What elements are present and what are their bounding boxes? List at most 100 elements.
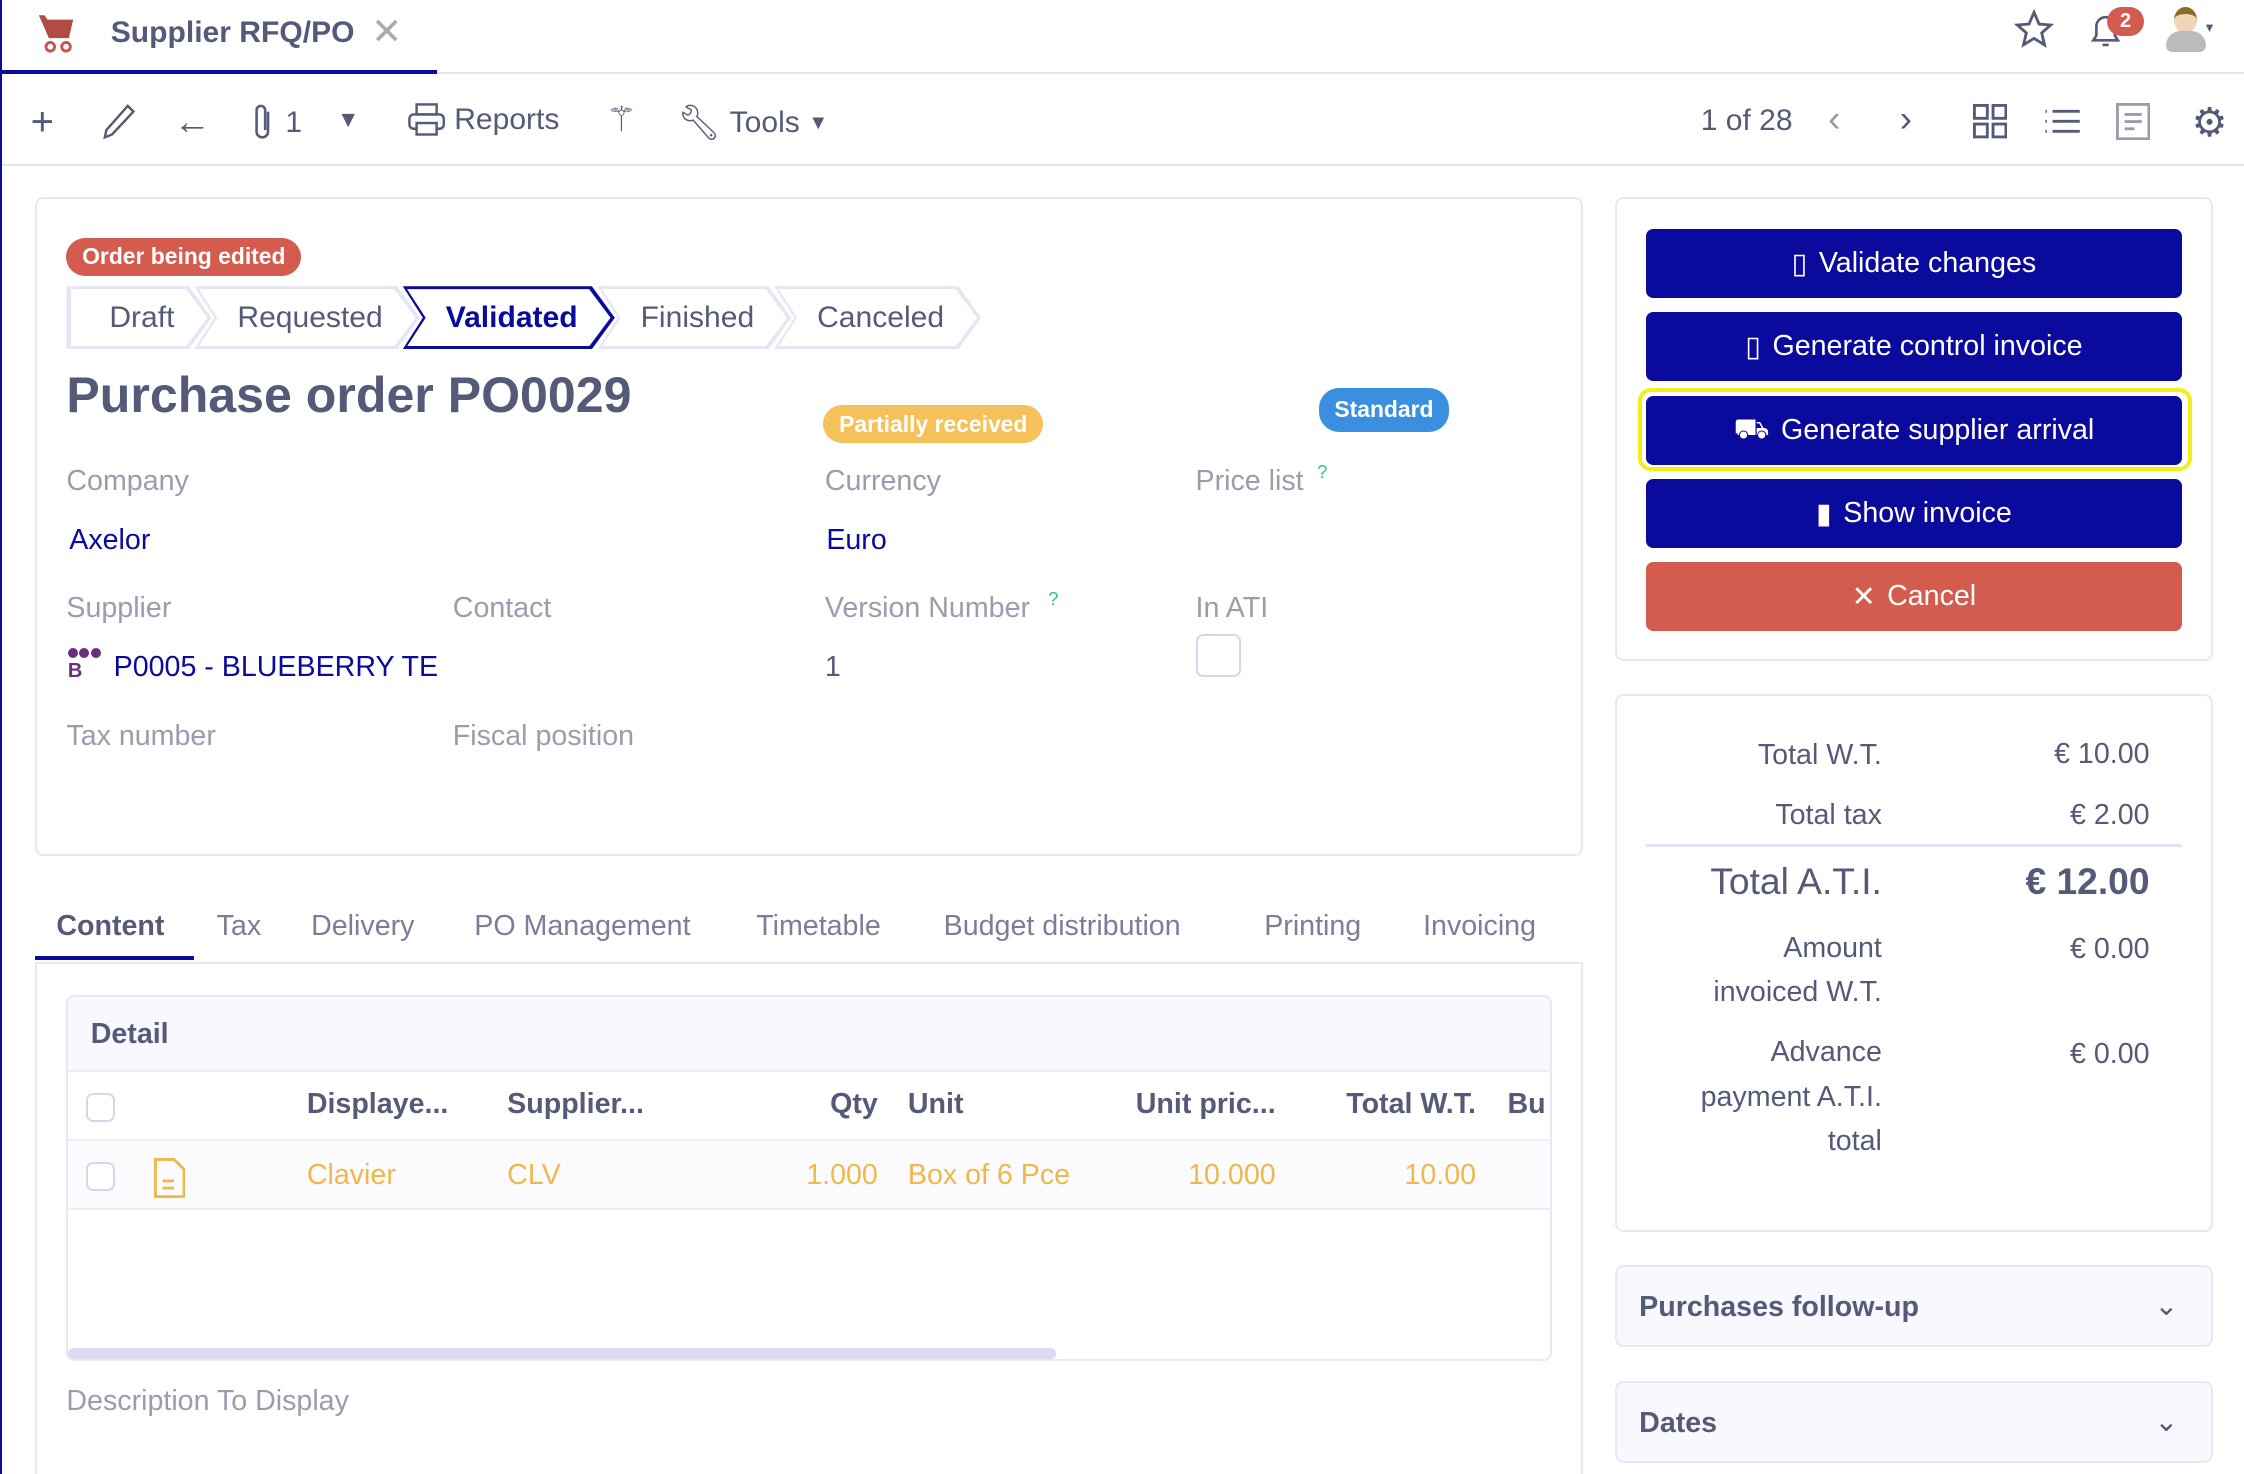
order-type-badge: Standard <box>1318 387 1450 432</box>
column-header-total-wt[interactable]: Total W.T. <box>1346 1087 1477 1120</box>
tools-button[interactable]: 🔧︎ Tools ▼ <box>677 103 828 143</box>
tab-title[interactable]: Supplier RFQ/PO <box>110 15 355 49</box>
cart-icon <box>36 11 76 62</box>
total-wt-value: € 10.00 <box>2054 738 2150 771</box>
active-tab-indicator <box>2 70 438 75</box>
supplier-logo: B <box>67 648 105 682</box>
tab-content[interactable]: Content <box>56 910 165 943</box>
total-ati-label: Total A.T.I. <box>1710 859 1882 902</box>
validate-changes-button[interactable]: ▯ Validate changes <box>1646 228 2182 298</box>
purchases-follow-up-title: Purchases follow-up <box>1639 1290 1919 1323</box>
printer-icon <box>408 103 446 136</box>
dates-panel[interactable] <box>1614 1381 2214 1463</box>
close-tab-icon[interactable]: ✕ <box>371 9 403 52</box>
tab-po-management[interactable]: PO Management <box>474 910 691 943</box>
cell-unit[interactable]: Box of 6 Pce <box>907 1159 1071 1192</box>
edit-status-badge: Order being edited <box>66 237 302 276</box>
next-icon[interactable]: › <box>1899 97 1913 140</box>
generate-supplier-arrival-button[interactable]: ⛟ Generate supplier arrival <box>1646 396 2182 466</box>
tab-budget-distribution[interactable]: Budget distribution <box>943 910 1181 943</box>
settings-icon[interactable]: ⚙ <box>2191 101 2228 146</box>
bookmark-check-icon: ▯ <box>1791 247 1808 280</box>
tab-bar <box>2 0 2244 75</box>
cell-code[interactable]: CLV <box>507 1159 561 1192</box>
amount-invoiced-label: Amount invoiced W.T. <box>1713 931 1882 1009</box>
step-draft[interactable]: Draft <box>66 286 211 349</box>
advance-payment-value: € 0.00 <box>2069 1037 2150 1070</box>
back-icon[interactable]: ← <box>173 100 211 143</box>
currency-label: Currency <box>824 465 941 498</box>
attachment-count: 1 <box>285 106 303 140</box>
generate-control-invoice-button[interactable]: ▯ Generate control invoice <box>1646 311 2182 381</box>
supplier-link[interactable]: P0005 - BLUEBERRY TE <box>113 651 438 684</box>
version-number-label: Version Number <box>824 592 1031 625</box>
column-header-unit-price[interactable]: Unit pric... <box>1135 1087 1276 1120</box>
fiscal-position-label: Fiscal position <box>452 719 635 752</box>
tab-invoicing[interactable]: Invoicing <box>1423 910 1536 943</box>
column-header-displayed[interactable]: Displaye... <box>306 1087 449 1120</box>
select-all-checkbox[interactable] <box>86 1093 116 1122</box>
cell-name[interactable]: Clavier <box>306 1159 396 1192</box>
row-checkbox[interactable] <box>86 1162 116 1191</box>
amount-invoiced-value: € 0.00 <box>2069 933 2150 966</box>
reports-label: Reports <box>454 103 560 137</box>
attachment-button[interactable]: 1 <box>248 103 302 143</box>
previous-icon[interactable]: ‹ <box>1828 97 1841 140</box>
truck-icon: ⛟ <box>1733 412 1770 445</box>
contact-label: Contact <box>452 592 552 625</box>
column-header-supplier[interactable]: Supplier... <box>507 1087 644 1120</box>
totals-card <box>1614 694 2214 1233</box>
dates-title: Dates <box>1639 1406 1718 1439</box>
column-header-budget[interactable]: Bu <box>1507 1087 1546 1120</box>
tools-label: Tools <box>729 106 800 140</box>
receipt-status-badge: Partially received <box>823 405 1044 444</box>
avatar[interactable] <box>2165 7 2206 53</box>
description-label: Description To Display <box>66 1385 349 1418</box>
cancel-button[interactable]: ✕ Cancel <box>1646 562 2182 632</box>
step-canceled[interactable]: Canceled <box>774 286 981 349</box>
tab-delivery[interactable]: Delivery <box>311 910 415 943</box>
page-title: Purchase order PO0029 <box>66 367 632 424</box>
star-icon[interactable] <box>2014 8 2055 57</box>
step-requested[interactable]: Requested <box>194 286 419 349</box>
step-validated[interactable]: Validated <box>403 286 615 349</box>
document-icon[interactable] <box>153 1157 186 1206</box>
step-finished[interactable]: Finished <box>598 286 792 349</box>
more-dropdown-icon[interactable]: ▼ <box>336 105 360 132</box>
file-icon: ▯ <box>1745 330 1762 363</box>
new-icon[interactable]: + <box>30 100 55 145</box>
grid-view-icon[interactable] <box>1972 104 2007 146</box>
avatar-dropdown-icon[interactable]: ▾ <box>2205 20 2214 37</box>
tab-printing[interactable]: Printing <box>1264 910 1362 943</box>
company-label: Company <box>66 465 189 498</box>
currency-link[interactable]: Euro <box>826 523 887 556</box>
cell-qty[interactable]: 1.000 <box>806 1159 878 1192</box>
purchases-follow-up-panel[interactable] <box>1614 1265 2214 1347</box>
in-ati-checkbox[interactable] <box>1195 633 1242 677</box>
price-list-label: Price list <box>1195 465 1304 498</box>
advance-payment-label: Advance payment A.T.I. total <box>1700 1036 1882 1158</box>
tab-tax[interactable]: Tax <box>216 910 262 943</box>
tab-timetable[interactable]: Timetable <box>756 910 881 943</box>
chevron-down-icon[interactable]: ⌄ <box>2154 1405 2179 1438</box>
show-invoice-button[interactable]: ▮ Show invoice <box>1646 479 2182 549</box>
horizontal-scrollbar[interactable] <box>68 1347 1056 1359</box>
form-view-icon[interactable] <box>2115 103 2151 148</box>
help-icon[interactable]: ? <box>1048 588 1059 610</box>
total-tax-label: Total tax <box>1775 798 1882 831</box>
cell-total[interactable]: 10.00 <box>1404 1159 1477 1192</box>
column-header-unit[interactable]: Unit <box>907 1087 964 1120</box>
list-view-icon[interactable] <box>2044 107 2080 144</box>
total-wt-label: Total W.T. <box>1757 738 1882 771</box>
magic-wand-icon[interactable]: ⚚ <box>605 101 637 140</box>
column-header-qty[interactable]: Qty <box>830 1087 878 1120</box>
help-icon[interactable]: ? <box>1317 460 1328 482</box>
reports-button[interactable]: Reports <box>408 103 559 137</box>
toolbar <box>2 74 2244 166</box>
cell-unit-price[interactable]: 10.000 <box>1188 1159 1276 1192</box>
supplier-label: Supplier <box>66 592 172 625</box>
chevron-down-icon[interactable]: ⌄ <box>2154 1289 2179 1322</box>
edit-icon[interactable] <box>102 103 136 140</box>
company-link[interactable]: Axelor <box>69 523 151 556</box>
detail-panel <box>66 994 1552 1361</box>
